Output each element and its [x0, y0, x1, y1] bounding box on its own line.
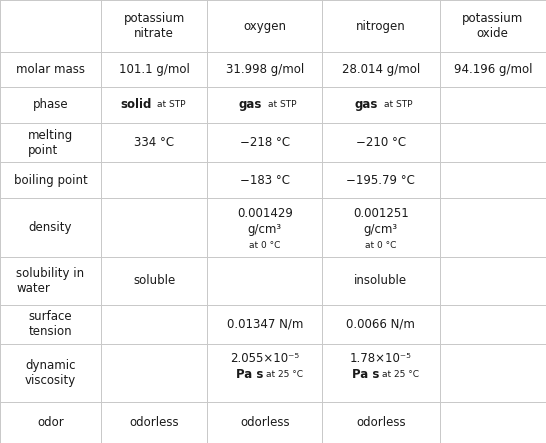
Text: Pa s: Pa s [352, 368, 379, 381]
Text: odorless: odorless [356, 416, 406, 429]
Text: nitrogen: nitrogen [356, 19, 406, 33]
Text: 0.001429: 0.001429 [237, 207, 293, 220]
Text: −218 °C: −218 °C [240, 136, 290, 149]
Text: 1.78×10⁻⁵: 1.78×10⁻⁵ [350, 352, 412, 365]
Text: −210 °C: −210 °C [356, 136, 406, 149]
Text: at STP: at STP [383, 101, 412, 109]
Text: insoluble: insoluble [354, 274, 407, 288]
Text: potassium
oxide: potassium oxide [462, 12, 524, 40]
Text: solubility in
water: solubility in water [16, 267, 85, 295]
Text: potassium
nitrate: potassium nitrate [123, 12, 185, 40]
Text: 101.1 g/mol: 101.1 g/mol [119, 63, 189, 76]
Text: odor: odor [37, 416, 64, 429]
Text: molar mass: molar mass [16, 63, 85, 76]
Text: −183 °C: −183 °C [240, 174, 290, 187]
Text: melting
point: melting point [28, 128, 73, 157]
Text: odorless: odorless [240, 416, 289, 429]
Text: 0.01347 N/m: 0.01347 N/m [227, 318, 303, 331]
Text: at 0 °C: at 0 °C [365, 241, 396, 249]
Text: oxygen: oxygen [244, 19, 286, 33]
Text: solid: solid [120, 98, 151, 112]
Text: 334 °C: 334 °C [134, 136, 174, 149]
Text: boiling point: boiling point [14, 174, 87, 187]
Text: 31.998 g/mol: 31.998 g/mol [225, 63, 304, 76]
Text: at STP: at STP [268, 101, 296, 109]
Text: soluble: soluble [133, 274, 175, 288]
Text: 2.055×10⁻⁵: 2.055×10⁻⁵ [230, 352, 299, 365]
Text: odorless: odorless [129, 416, 179, 429]
Text: at STP: at STP [157, 101, 186, 109]
Text: gas: gas [239, 98, 262, 112]
Text: 28.014 g/mol: 28.014 g/mol [342, 63, 420, 76]
Text: surface
tension: surface tension [29, 310, 72, 338]
Text: g/cm³: g/cm³ [364, 223, 398, 236]
Text: 0.0066 N/m: 0.0066 N/m [346, 318, 416, 331]
Text: at 25 °C: at 25 °C [266, 370, 304, 379]
Text: 94.196 g/mol: 94.196 g/mol [454, 63, 532, 76]
Text: gas: gas [355, 98, 378, 112]
Text: density: density [29, 221, 72, 234]
Text: dynamic
viscosity: dynamic viscosity [25, 359, 76, 387]
Text: Pa s: Pa s [236, 368, 263, 381]
Text: 0.001251: 0.001251 [353, 207, 409, 220]
Text: at 0 °C: at 0 °C [249, 241, 281, 249]
Text: g/cm³: g/cm³ [248, 223, 282, 236]
Text: at 25 °C: at 25 °C [382, 370, 419, 379]
Text: −195.79 °C: −195.79 °C [346, 174, 416, 187]
Text: phase: phase [33, 98, 68, 112]
